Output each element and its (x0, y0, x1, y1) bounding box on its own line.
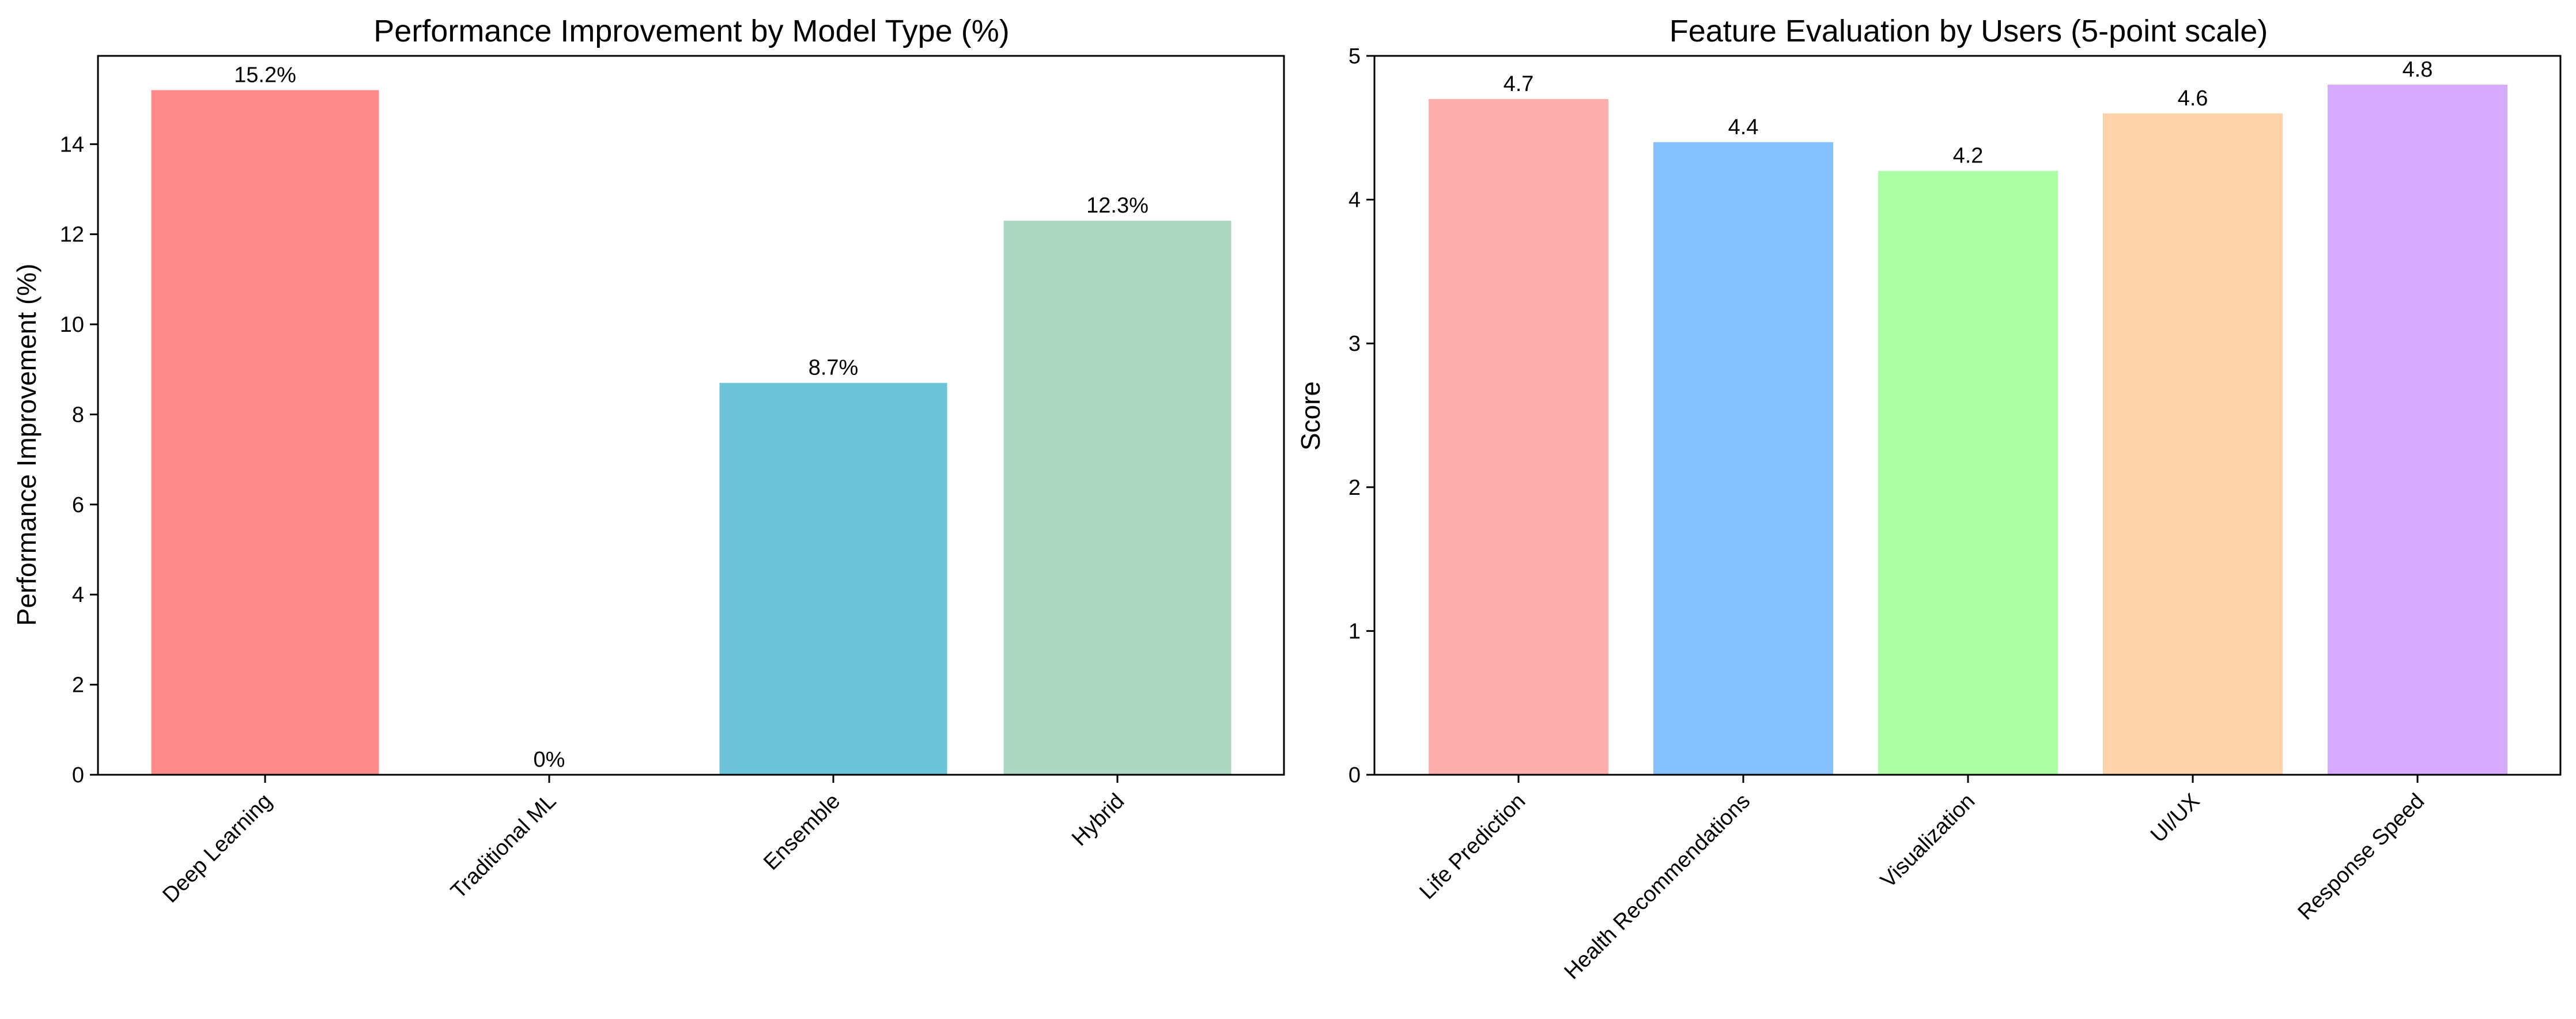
x-tick-label-ui-ux: UI/UX (2146, 789, 2204, 847)
bar-health-recommendations (1653, 142, 1833, 775)
chart-panel-feature-evaluation: Feature Evaluation by Users (5-point sca… (1295, 14, 2562, 984)
data-labels-group: 15.2% 0% 8.7% 12.3% (234, 63, 1149, 772)
plot-frame (1373, 55, 2562, 776)
x-tick-label-hybrid: Hybrid (1067, 789, 1129, 851)
bar-response-speed (2328, 84, 2507, 775)
data-label-response-speed: 4.8 (2403, 58, 2433, 82)
x-ticks-group: Deep Learning Traditional ML Ensemble Hybri… (158, 775, 1129, 908)
data-label-health-recommendations: 4.4 (1728, 115, 1759, 139)
x-ticks-group: Life Prediction Health Recommendations Vis… (1415, 775, 2429, 984)
y-axis-label: Performance Improvement (%) (12, 264, 41, 626)
y-tick-label: 14 (60, 132, 84, 157)
y-tick-label: 12 (60, 223, 84, 247)
y-ticks-group: 0 1 2 3 4 5 (1349, 44, 1374, 787)
y-tick-label: 10 (60, 313, 84, 337)
y-tick-label: 1 (1349, 619, 1361, 643)
y-tick-label: 6 (72, 493, 84, 517)
bar-visualization (1878, 171, 2058, 775)
data-labels-group: 4.7 4.4 4.2 4.6 4.8 (1504, 58, 2433, 168)
y-tick-label: 3 (1349, 332, 1361, 356)
data-label-deep-learning: 15.2% (234, 63, 296, 87)
plot-frame (97, 55, 1285, 776)
bar-hybrid (1003, 221, 1232, 775)
bar-life-prediction (1429, 99, 1608, 775)
y-axis-label: Score (1295, 381, 1325, 450)
chart-title: Performance Improvement by Model Type (%… (373, 14, 1009, 48)
bars-group (1429, 84, 2507, 775)
y-tick-label: 5 (1349, 44, 1361, 69)
y-tick-label: 4 (72, 583, 84, 607)
data-label-hybrid: 12.3% (1086, 194, 1149, 218)
data-label-ui-ux: 4.6 (2178, 86, 2208, 111)
y-tick-label: 8 (72, 403, 84, 427)
data-label-visualization: 4.2 (1953, 144, 1984, 168)
chart-title: Feature Evaluation by Users (5-point sca… (1670, 14, 2268, 48)
bar-ensemble (719, 382, 947, 775)
x-tick-label-health-recommendations: Health Recommendations (1559, 789, 1755, 984)
data-label-traditional-ml: 0% (534, 748, 565, 772)
x-tick-label-response-speed: Response Speed (2293, 789, 2429, 925)
y-tick-label: 2 (1349, 476, 1361, 500)
y-tick-label: 4 (1349, 188, 1361, 213)
data-label-ensemble: 8.7% (809, 356, 859, 380)
bar-deep-learning (151, 90, 379, 775)
x-tick-label-deep-learning: Deep Learning (158, 789, 277, 908)
x-tick-label-visualization: Visualization (1876, 789, 1980, 893)
y-ticks-group: 0 2 4 6 8 10 12 14 (60, 132, 98, 787)
y-tick-label: 0 (72, 763, 84, 787)
chart-panel-performance: Performance Improvement by Model Type (%… (12, 14, 1285, 908)
x-tick-label-traditional-ml: Traditional ML (446, 789, 561, 904)
bar-ui-ux (2103, 113, 2283, 775)
x-tick-label-life-prediction: Life Prediction (1415, 789, 1530, 904)
x-tick-label-ensemble: Ensemble (759, 789, 845, 875)
data-label-life-prediction: 4.7 (1504, 72, 1534, 96)
y-tick-label: 0 (1349, 763, 1361, 787)
bars-group (151, 90, 1232, 775)
y-tick-label: 2 (72, 673, 84, 698)
